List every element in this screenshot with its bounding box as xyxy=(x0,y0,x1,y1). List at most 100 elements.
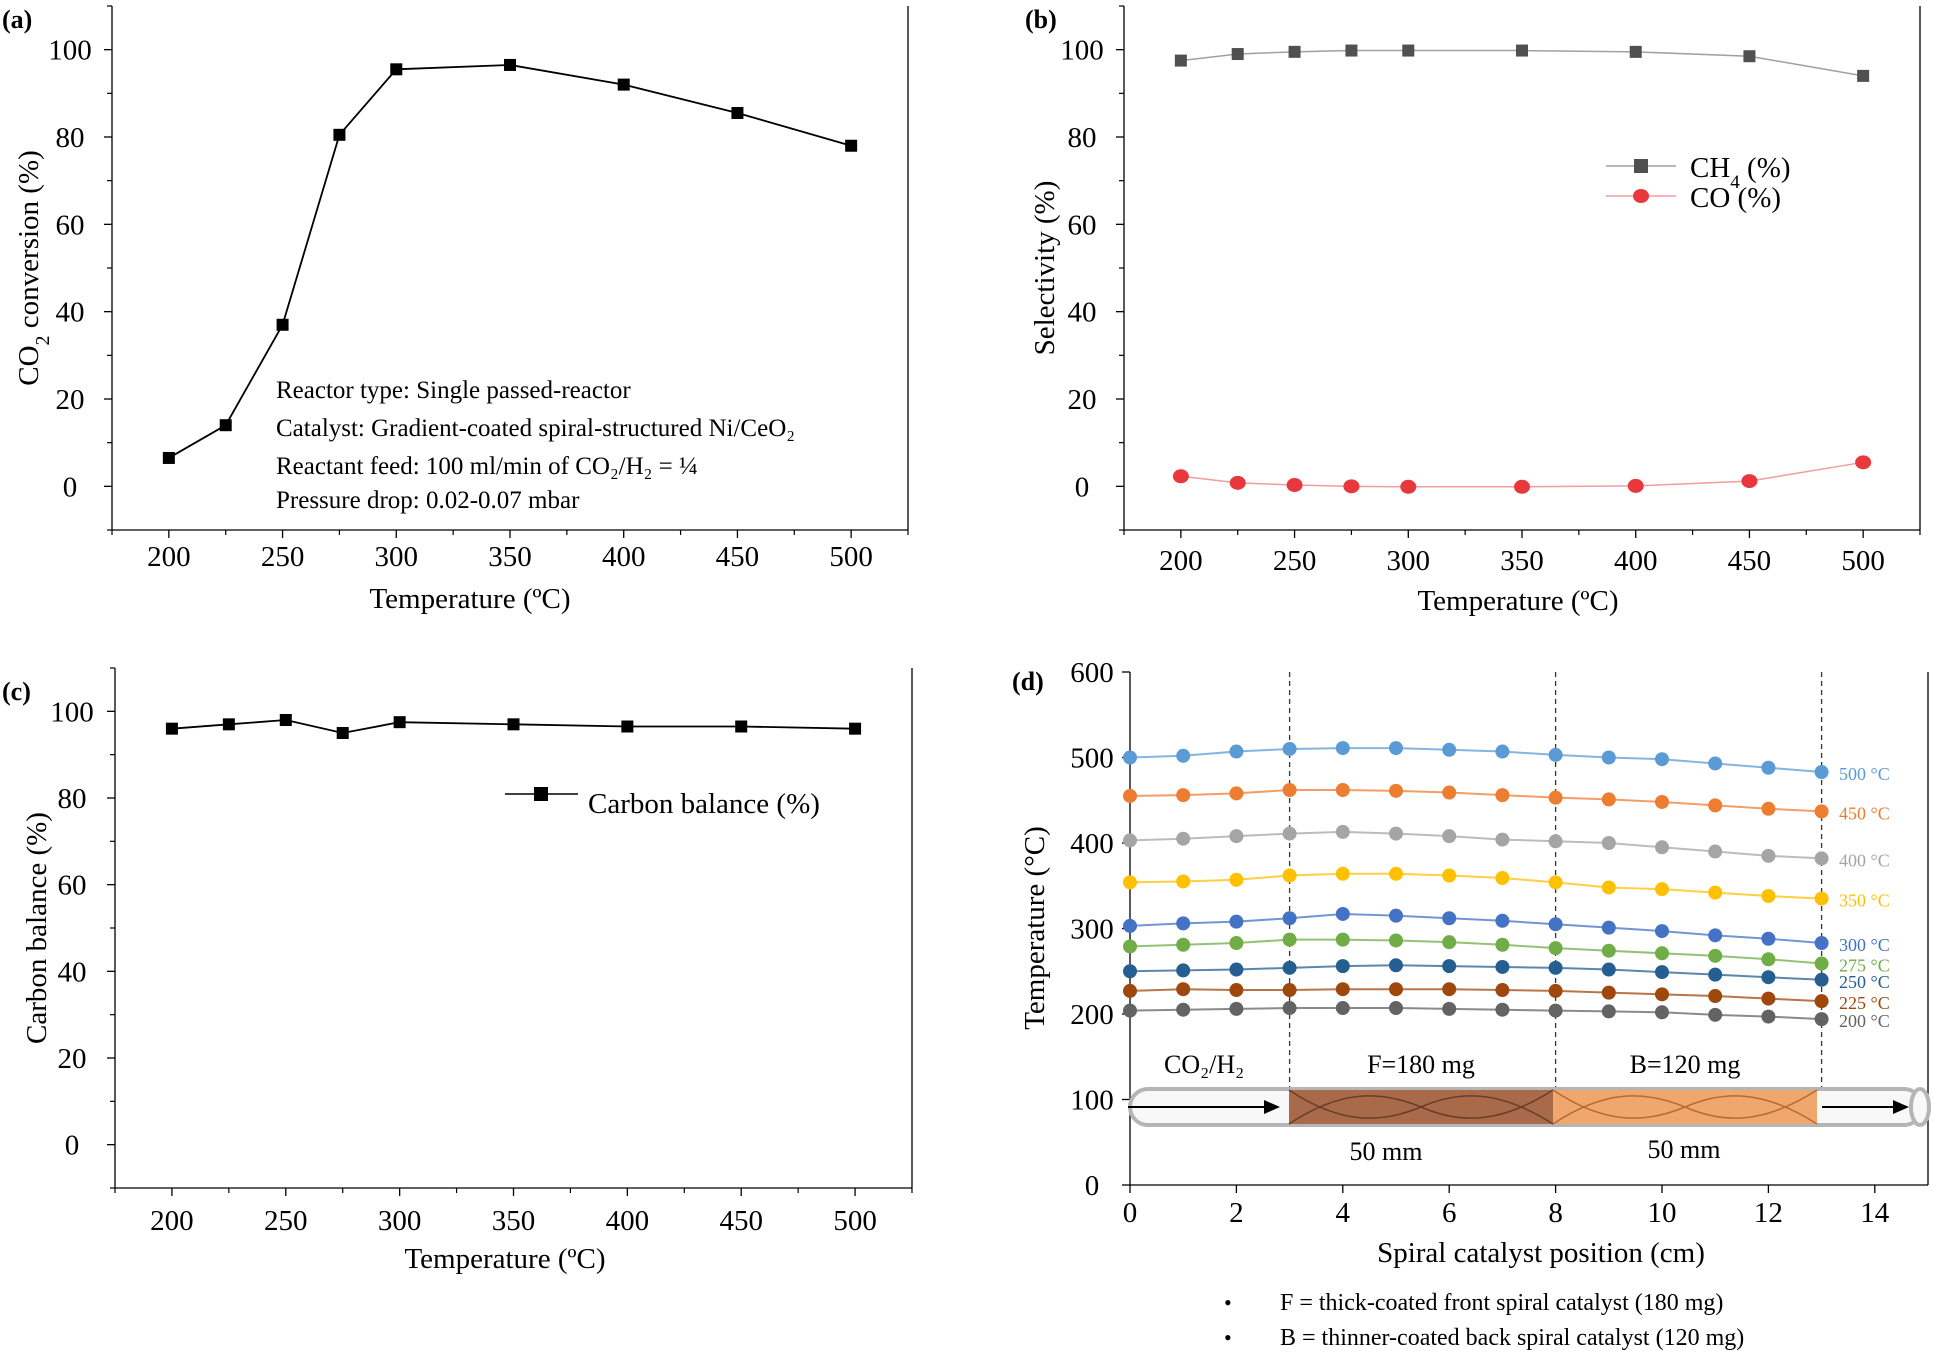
temperature-point xyxy=(1814,936,1829,951)
temperature-point xyxy=(1761,952,1776,967)
temperature-point xyxy=(1176,748,1191,763)
data-point xyxy=(1172,469,1189,484)
y-tick-label: 200 xyxy=(1070,999,1114,1031)
data-point xyxy=(1343,479,1360,494)
temperature-point xyxy=(1442,868,1457,883)
y-tick-label: 60 xyxy=(58,870,87,902)
data-point xyxy=(390,63,403,76)
data-point xyxy=(1516,44,1528,57)
temperature-point xyxy=(1548,834,1563,849)
data-point xyxy=(162,451,175,464)
temperature-point xyxy=(1123,939,1137,954)
legend-c: Carbon balance (%) xyxy=(505,787,820,820)
x-tick-label: 200 xyxy=(150,1205,194,1237)
annotation-feed: Reactant feed: 100 ml/min of CO₂/H₂ = ¼ xyxy=(276,453,698,480)
temperature-point xyxy=(1655,794,1669,809)
data-point xyxy=(845,139,858,152)
y-axis-label-b: Selectivity (%) xyxy=(1029,181,1061,356)
temperature-point xyxy=(1389,933,1403,948)
x-tick-label: 200 xyxy=(147,541,191,573)
temperature-point xyxy=(1761,760,1776,775)
temperature-point xyxy=(1814,1012,1829,1027)
temperature-point xyxy=(1442,911,1457,926)
panel-label-b: (b) xyxy=(1025,5,1057,34)
temperature-point xyxy=(1123,750,1137,765)
temperature-point xyxy=(1282,1001,1297,1016)
temperature-point xyxy=(1123,833,1137,848)
data-point xyxy=(735,720,748,733)
data-point xyxy=(1288,45,1301,58)
temperature-point xyxy=(1761,931,1776,946)
temperature-point xyxy=(1814,994,1829,1009)
x-tick-label: 350 xyxy=(1500,545,1544,577)
temperature-point xyxy=(1601,792,1616,807)
temperature-point xyxy=(1229,786,1244,801)
y-ticks-a: 0 20 40 60 80 100 xyxy=(48,5,112,531)
front-spiral-twist-2 xyxy=(1288,1089,1554,1125)
data-point xyxy=(1629,45,1642,58)
x-tick-label: 300 xyxy=(378,1205,422,1237)
temperature-point xyxy=(1495,937,1510,952)
temperature-point xyxy=(1601,943,1616,958)
temperature-point xyxy=(1548,960,1563,975)
x-tick-label: 300 xyxy=(1387,545,1431,577)
temperature-point xyxy=(1655,946,1669,961)
series-d xyxy=(1123,741,1829,1027)
x-tick-label: 500 xyxy=(833,1205,877,1237)
temperature-point xyxy=(1442,959,1457,974)
temperature-point xyxy=(1176,982,1191,997)
temperature-point xyxy=(1548,1003,1563,1018)
y-tick-label: 100 xyxy=(50,696,94,728)
outlet-arrow-head xyxy=(1893,1100,1909,1114)
series-end-label: 350 °C xyxy=(1839,891,1890,911)
data-point xyxy=(279,714,292,726)
temperature-point xyxy=(1708,756,1723,771)
y-tick-label: 0 xyxy=(65,1130,80,1162)
y-tick-label: 500 xyxy=(1070,743,1114,775)
series-end-label: 400 °C xyxy=(1839,850,1890,870)
temperature-profile-line xyxy=(1129,872,1822,900)
x-tick-label: 12 xyxy=(1754,1197,1783,1229)
x-ticks-a: 200 250 300 350 400 450 500 xyxy=(111,530,909,573)
x-tick-label: 350 xyxy=(488,541,532,573)
data-point xyxy=(504,58,516,71)
temperature-point xyxy=(1282,960,1297,975)
panel-d: (d) 0 2 4 6 8 10 12 14 0 100 200 300 400 500 600 xyxy=(1012,657,1931,1351)
data-point xyxy=(1229,475,1246,490)
y-tick-label: 20 xyxy=(58,1043,87,1075)
series-b xyxy=(1172,44,1872,494)
temperature-profile-line xyxy=(1129,938,1822,965)
data-point xyxy=(617,78,630,91)
temperature-point xyxy=(1229,872,1244,887)
temperature-point xyxy=(1335,741,1350,756)
series-a xyxy=(162,58,858,464)
y-tick-label: 100 xyxy=(48,35,92,67)
panel-label-d: (d) xyxy=(1012,667,1044,696)
temperature-point xyxy=(1495,788,1510,803)
y-tick-label: 20 xyxy=(1068,384,1097,416)
front-spiral xyxy=(1288,1089,1554,1125)
footnote-bullet-1: • xyxy=(1224,1290,1232,1315)
temperature-point xyxy=(1335,959,1350,974)
temperature-point xyxy=(1176,916,1191,931)
temperature-point xyxy=(1655,987,1669,1002)
data-point xyxy=(731,106,744,119)
y-tick-label: 80 xyxy=(58,783,87,815)
temperature-point xyxy=(1601,750,1616,765)
temperature-point xyxy=(1814,972,1829,987)
temperature-point xyxy=(1282,983,1297,998)
temperature-point xyxy=(1176,831,1191,846)
temperature-point xyxy=(1761,1009,1776,1024)
temperature-profile-line xyxy=(1129,988,1822,1003)
y-tick-label: 0 xyxy=(1085,1170,1100,1202)
temperature-profile-line xyxy=(1129,1007,1822,1021)
temperature-point xyxy=(1442,1001,1457,1016)
back-length-label: 50 mm xyxy=(1648,1135,1721,1164)
x-tick-label: 450 xyxy=(719,1205,763,1237)
legend-label-co: CO (%) xyxy=(1690,182,1781,214)
temperature-point xyxy=(1814,851,1829,866)
data-point xyxy=(222,718,235,731)
y-tick-label: 0 xyxy=(1075,471,1090,503)
